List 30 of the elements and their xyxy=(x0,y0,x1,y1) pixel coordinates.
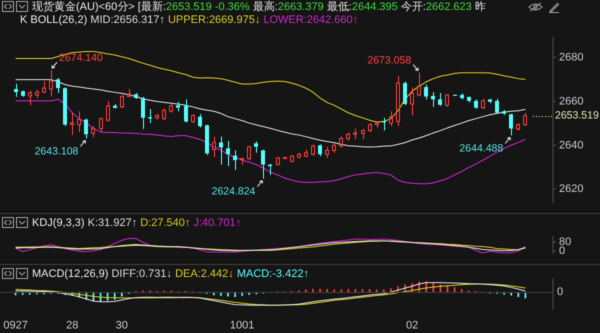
x-tick-label: 1001 xyxy=(230,319,254,332)
series-label: DEA:2.442↓ xyxy=(175,268,235,280)
annotation: 2624.824 xyxy=(212,186,256,198)
annotation: 2644.488 xyxy=(459,142,504,154)
annotation: 2674.140 xyxy=(58,52,103,64)
y-tick-label: 0 xyxy=(559,245,566,258)
y-tick-label: 2640 xyxy=(559,139,584,152)
annotation: 2673.058 xyxy=(367,54,412,67)
text: UPPER:2669.975↓ xyxy=(168,14,262,26)
series-label: DIFF:0.731↓ xyxy=(111,268,174,280)
ref-line-label: 2653.519 xyxy=(555,109,599,122)
y-tick-label: 2620 xyxy=(559,183,584,196)
x-tick-label: 30 xyxy=(116,319,128,332)
x-tick-label: 0927 xyxy=(3,319,28,332)
series-label: K:31.927↑ xyxy=(88,217,138,229)
legend-title: KDJ(9,3,3) xyxy=(32,217,86,229)
x-tick-label: 02 xyxy=(406,319,418,332)
chart-title: 现货黄金(AU)<60分> xyxy=(32,1,135,13)
series-label: MACD:-3.422↑ xyxy=(236,268,309,280)
legend-title: K BOLL(26,2) xyxy=(20,14,88,26)
legend-title: MACD(12,26,9) xyxy=(32,268,110,280)
y-tick-label: 2660 xyxy=(559,95,584,108)
y-tick-label: 2680 xyxy=(559,51,584,64)
text: [最新:2653.519 -0.36% 最高:2663.379 最低:2644.395 今开:2662.623 昨 xyxy=(138,1,486,13)
series-label: J:40.701↑ xyxy=(193,217,242,229)
text: LOWER:2642.660↑ xyxy=(263,14,358,26)
text: MID:2656.317↑ xyxy=(90,14,166,26)
annotation: 2643.108 xyxy=(34,145,79,158)
x-tick-label: 28 xyxy=(66,319,78,332)
series-label: D:27.540↑ xyxy=(140,217,192,229)
